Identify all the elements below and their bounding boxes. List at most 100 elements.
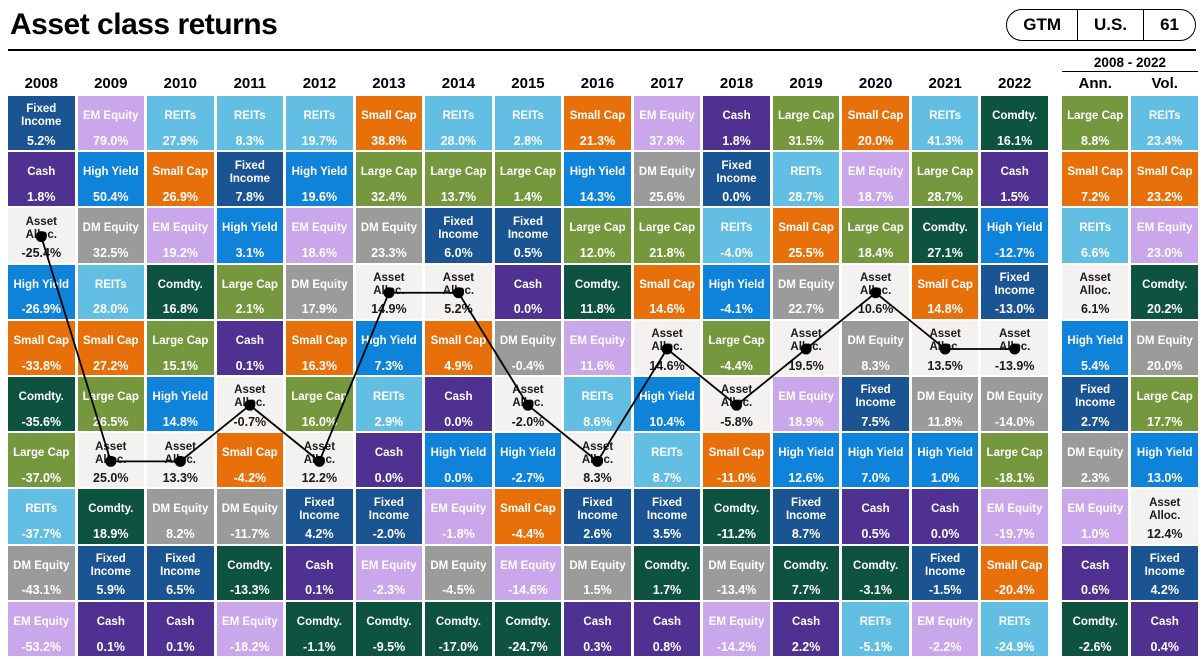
return-cell: DM Equity -0.4% — [494, 320, 562, 375]
return-cell: Comdty. 1.7% — [633, 545, 701, 600]
return-cell: REITs 6.6% — [1061, 208, 1129, 263]
asset-label: Large Cap — [291, 390, 348, 403]
return-value: 12.0% — [579, 246, 616, 261]
column-header-2022: 2022 — [997, 75, 1032, 92]
return-value: 13.7% — [440, 189, 477, 204]
return-value: 1.8% — [27, 189, 56, 204]
page-number-badge: 61 — [1143, 10, 1195, 40]
asset-label: Fixed Income — [160, 553, 201, 578]
return-cell: High Yield 5.4% — [1061, 320, 1129, 375]
return-cell: Comdty. 7.7% — [772, 545, 840, 600]
return-cell: EM Equity -18.2% — [216, 601, 284, 656]
asset-label: REITs — [581, 390, 614, 403]
return-value: 20.2% — [1147, 302, 1183, 317]
return-cell: REITs 2.9% — [355, 377, 423, 432]
return-value: 6.5% — [166, 583, 195, 598]
return-cell: Comdty. 18.9% — [77, 489, 145, 544]
return-cell: Cash 0.1% — [77, 601, 145, 656]
asset-label: Comdty. — [296, 615, 342, 628]
column-header-2015: 2015 — [511, 75, 545, 92]
return-value: -13.4% — [716, 583, 757, 598]
return-cell: Fixed Income -1.5% — [911, 545, 979, 600]
return-cell: Large Cap 32.4% — [355, 152, 423, 207]
return-value: 1.5% — [583, 583, 612, 598]
column-header-2010: 2010 — [163, 75, 197, 92]
return-cell: High Yield 12.6% — [772, 433, 840, 488]
return-cell: DM Equity 8.2% — [147, 489, 214, 544]
asset-label: High Yield — [639, 390, 695, 403]
return-cell: Comdty. 11.8% — [564, 264, 631, 319]
return-cell: Asset Alloc. 13.5% — [911, 320, 979, 375]
return-cell: Large Cap 31.5% — [772, 96, 840, 151]
return-value: -5.1% — [859, 639, 892, 654]
asset-label: EM Equity — [361, 559, 417, 572]
asset-label: High Yield — [917, 447, 973, 460]
return-value: -24.9% — [994, 639, 1035, 654]
asset-label: DM Equity — [777, 278, 835, 291]
column-header-2021: 2021 — [928, 75, 962, 92]
asset-label: Fixed Income — [716, 159, 757, 185]
asset-label: High Yield — [361, 334, 417, 347]
return-value: 17.9% — [301, 302, 338, 317]
return-cell: Small Cap 21.3% — [564, 96, 631, 151]
return-value: 14.8% — [927, 302, 963, 317]
asset-label: Large Cap — [360, 166, 418, 179]
asset-label: Fixed Income — [1075, 384, 1116, 410]
return-cell: Fixed Income 8.7% — [772, 489, 840, 544]
return-cell: Cash 0.0% — [494, 264, 562, 319]
return-cell: EM Equity 23.0% — [1131, 208, 1198, 263]
asset-label: Asset Alloc. — [512, 384, 544, 410]
return-value: 2.8% — [513, 133, 543, 148]
asset-label: High Yield — [778, 447, 834, 460]
return-value: 5.4% — [1080, 358, 1110, 373]
return-value: 2.2% — [791, 639, 821, 654]
return-cell: DM Equity -13.4% — [703, 545, 770, 600]
return-value: -2.0% — [372, 527, 406, 542]
asset-label: EM Equity — [152, 222, 209, 235]
return-value: 8.7% — [791, 527, 821, 542]
return-value: 7.8% — [235, 189, 265, 204]
return-value: 6.6% — [1080, 246, 1110, 261]
return-value: 0.1% — [166, 639, 195, 654]
asset-label: Cash — [792, 615, 821, 628]
asset-label: Large Cap — [1067, 109, 1124, 122]
return-cell: DM Equity 25.6% — [633, 152, 701, 207]
return-value: 19.2% — [162, 246, 199, 261]
return-cell: DM Equity 23.3% — [355, 208, 423, 263]
asset-label: Large Cap — [569, 222, 626, 235]
asset-label: DM Equity — [708, 559, 765, 572]
return-cell: Small Cap 14.6% — [633, 264, 701, 319]
return-value: 12.2% — [301, 470, 338, 485]
asset-label: Cash — [305, 559, 334, 572]
return-cell: EM Equity -53.2% — [8, 601, 75, 656]
asset-label: Fixed Income — [785, 496, 827, 522]
return-cell: Small Cap 38.8% — [355, 96, 423, 151]
return-value: 1.7% — [652, 583, 682, 598]
asset-label: DM Equity — [430, 559, 487, 572]
return-cell: Fixed Income 0.0% — [703, 152, 770, 207]
return-cell: DM Equity 20.0% — [1131, 320, 1198, 375]
return-cell: Comdty. -35.6% — [8, 377, 75, 432]
return-value: 14.6% — [649, 358, 685, 373]
return-cell: Large Cap 15.1% — [147, 320, 214, 375]
return-value: -1.1% — [303, 639, 336, 654]
asset-label: Asset Alloc. — [234, 384, 266, 410]
return-value: -2.6% — [1078, 639, 1112, 654]
return-value: -1.5% — [928, 583, 962, 598]
return-value: 14.3% — [579, 189, 616, 204]
asset-label: Cash — [374, 447, 403, 460]
summary-period-label: 2008 - 2022 — [1061, 55, 1198, 72]
return-value: 20.0% — [857, 133, 894, 148]
asset-label: EM Equity — [778, 390, 834, 403]
asset-label: Asset Alloc. — [929, 328, 961, 354]
asset-label: Large Cap — [847, 222, 904, 235]
return-cell: Fixed Income 4.2% — [1131, 545, 1198, 600]
asset-label: REITs — [651, 447, 683, 460]
asset-label: REITs — [164, 109, 197, 122]
return-value: 5.2% — [444, 302, 473, 317]
return-value: 21.3% — [579, 133, 616, 148]
return-value: 19.7% — [301, 133, 338, 148]
asset-label: EM Equity — [639, 109, 695, 122]
return-value: -26.9% — [21, 302, 62, 317]
return-value: 79.0% — [93, 133, 129, 148]
